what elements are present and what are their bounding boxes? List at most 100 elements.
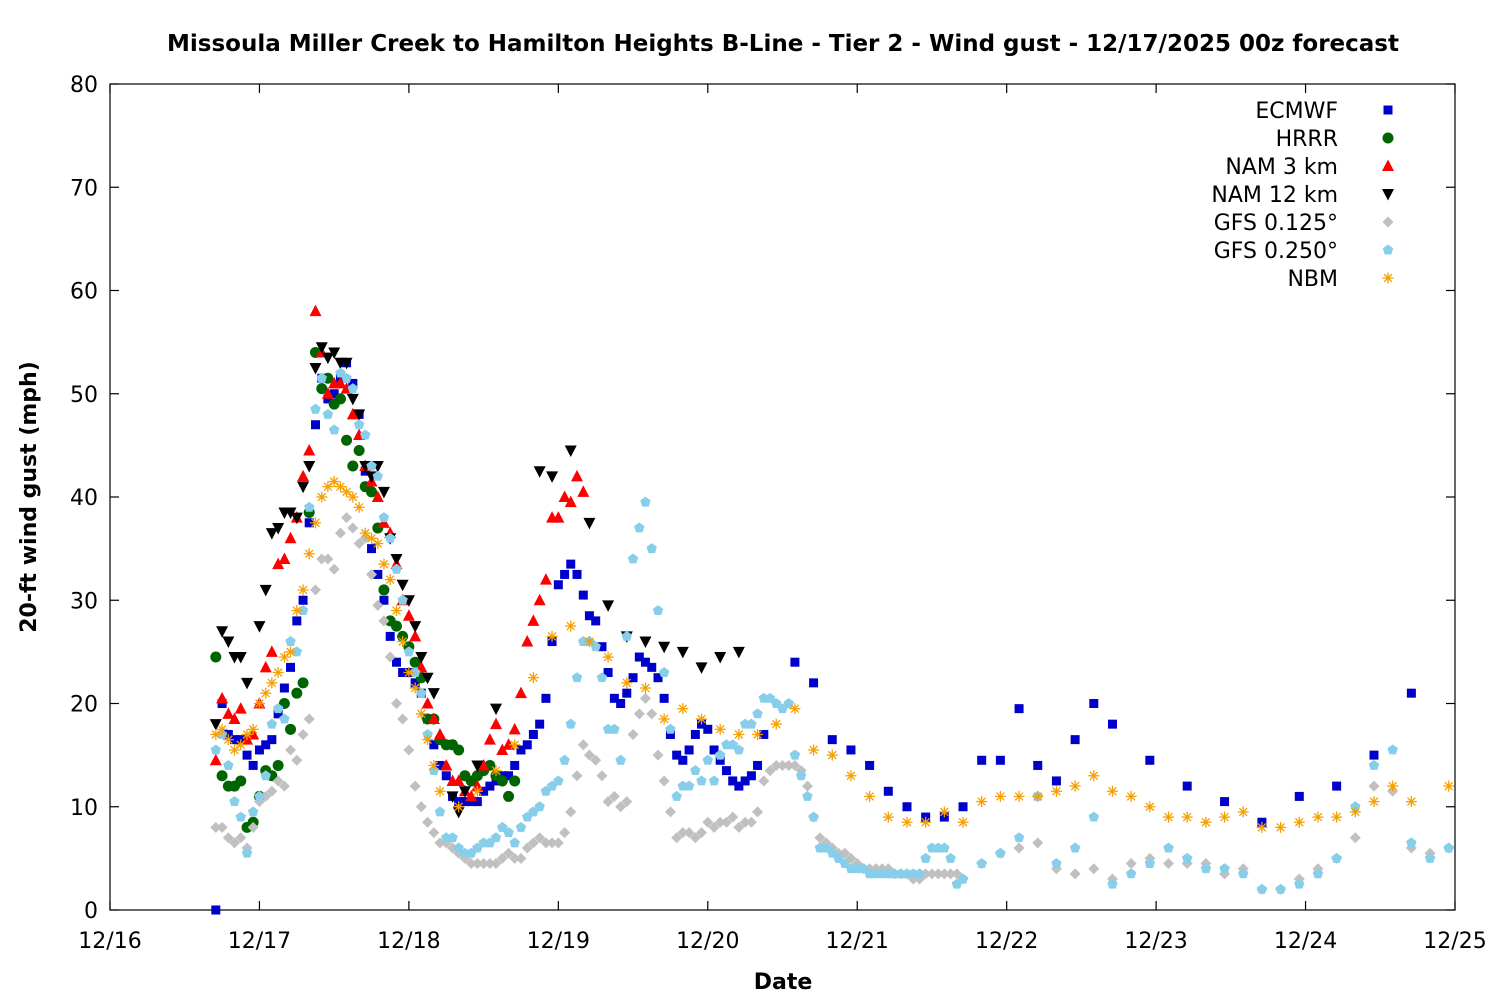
data-point xyxy=(534,832,546,844)
y-axis-title: 20-ft wind gust (mph) xyxy=(17,361,42,633)
data-point xyxy=(247,806,259,817)
data-point xyxy=(409,629,422,642)
data-point xyxy=(865,760,875,770)
data-point xyxy=(578,590,588,600)
data-point xyxy=(676,646,689,659)
data-point xyxy=(665,729,675,739)
data-point xyxy=(284,531,297,544)
data-point xyxy=(976,858,987,868)
data-point xyxy=(702,816,714,828)
data-point xyxy=(901,816,913,828)
data-point xyxy=(1013,790,1025,802)
data-point xyxy=(659,693,669,703)
data-point xyxy=(503,790,515,802)
data-point xyxy=(328,476,340,488)
data-point xyxy=(284,507,297,519)
data-point xyxy=(440,758,453,771)
data-point xyxy=(484,858,496,870)
data-point xyxy=(422,816,434,828)
x-tick-label: 12/17 xyxy=(228,929,291,954)
data-point xyxy=(210,821,222,833)
chart-title: Missoula Miller Creek to Hamilton Height… xyxy=(167,31,1399,57)
data-point xyxy=(502,738,515,750)
data-point xyxy=(958,802,968,812)
data-point xyxy=(259,584,272,597)
data-point xyxy=(478,858,490,870)
data-point xyxy=(372,599,384,611)
data-point xyxy=(290,512,303,525)
data-point xyxy=(503,827,514,838)
data-point xyxy=(1069,780,1081,792)
data-point xyxy=(254,790,265,801)
data-point xyxy=(745,816,757,828)
data-point xyxy=(378,512,390,523)
data-point xyxy=(378,584,390,596)
data-point xyxy=(222,734,234,746)
data-point xyxy=(546,837,558,849)
data-point xyxy=(477,758,490,771)
legend-marker xyxy=(1382,189,1394,201)
data-point xyxy=(353,501,365,513)
data-point xyxy=(994,790,1006,802)
data-point xyxy=(621,796,633,808)
data-point xyxy=(677,827,689,839)
data-point xyxy=(902,802,912,812)
data-point xyxy=(1238,868,1249,879)
data-point xyxy=(222,832,234,844)
y-tick-label: 0 xyxy=(84,899,98,924)
data-point xyxy=(210,651,222,663)
data-point xyxy=(627,553,639,564)
data-point xyxy=(1331,811,1343,823)
data-point xyxy=(615,801,627,813)
data-point xyxy=(640,657,650,667)
data-point xyxy=(265,645,278,657)
data-point xyxy=(265,528,278,540)
data-point xyxy=(814,832,826,844)
data-point xyxy=(977,755,987,765)
data-point xyxy=(1312,811,1324,823)
data-point xyxy=(634,522,645,533)
data-point xyxy=(298,595,308,605)
data-point xyxy=(433,727,446,740)
data-point xyxy=(1256,821,1268,833)
data-point xyxy=(628,673,638,683)
data-point xyxy=(746,718,757,729)
series-3 xyxy=(209,342,745,819)
data-point xyxy=(209,719,222,731)
data-point xyxy=(447,832,458,843)
legend-marker xyxy=(1382,132,1394,144)
data-point xyxy=(216,691,229,704)
data-point xyxy=(503,847,515,859)
data-point xyxy=(995,755,1005,765)
data-point xyxy=(715,755,725,765)
data-point xyxy=(460,797,470,807)
data-point xyxy=(597,642,607,652)
data-point xyxy=(334,481,346,493)
series-6 xyxy=(210,476,1455,833)
data-point xyxy=(234,702,247,714)
data-point xyxy=(1125,858,1137,870)
data-point xyxy=(883,786,893,796)
data-point xyxy=(733,728,745,740)
legend-label: NBM xyxy=(1287,267,1338,292)
data-point xyxy=(272,775,284,787)
data-point xyxy=(496,852,508,864)
data-point xyxy=(714,816,726,828)
data-point xyxy=(446,791,459,803)
data-point xyxy=(1237,806,1249,818)
data-point xyxy=(453,744,465,756)
data-point xyxy=(1387,744,1398,755)
data-point xyxy=(1293,816,1305,828)
data-point xyxy=(235,739,247,751)
y-tick-label: 20 xyxy=(70,693,98,718)
data-point xyxy=(309,304,322,317)
y-tick-label: 10 xyxy=(70,796,98,821)
data-point xyxy=(558,490,571,502)
data-point xyxy=(346,407,359,420)
data-point xyxy=(391,657,401,667)
data-point xyxy=(808,744,820,756)
data-point xyxy=(571,672,583,683)
data-point xyxy=(708,821,720,833)
data-point xyxy=(1107,878,1118,889)
